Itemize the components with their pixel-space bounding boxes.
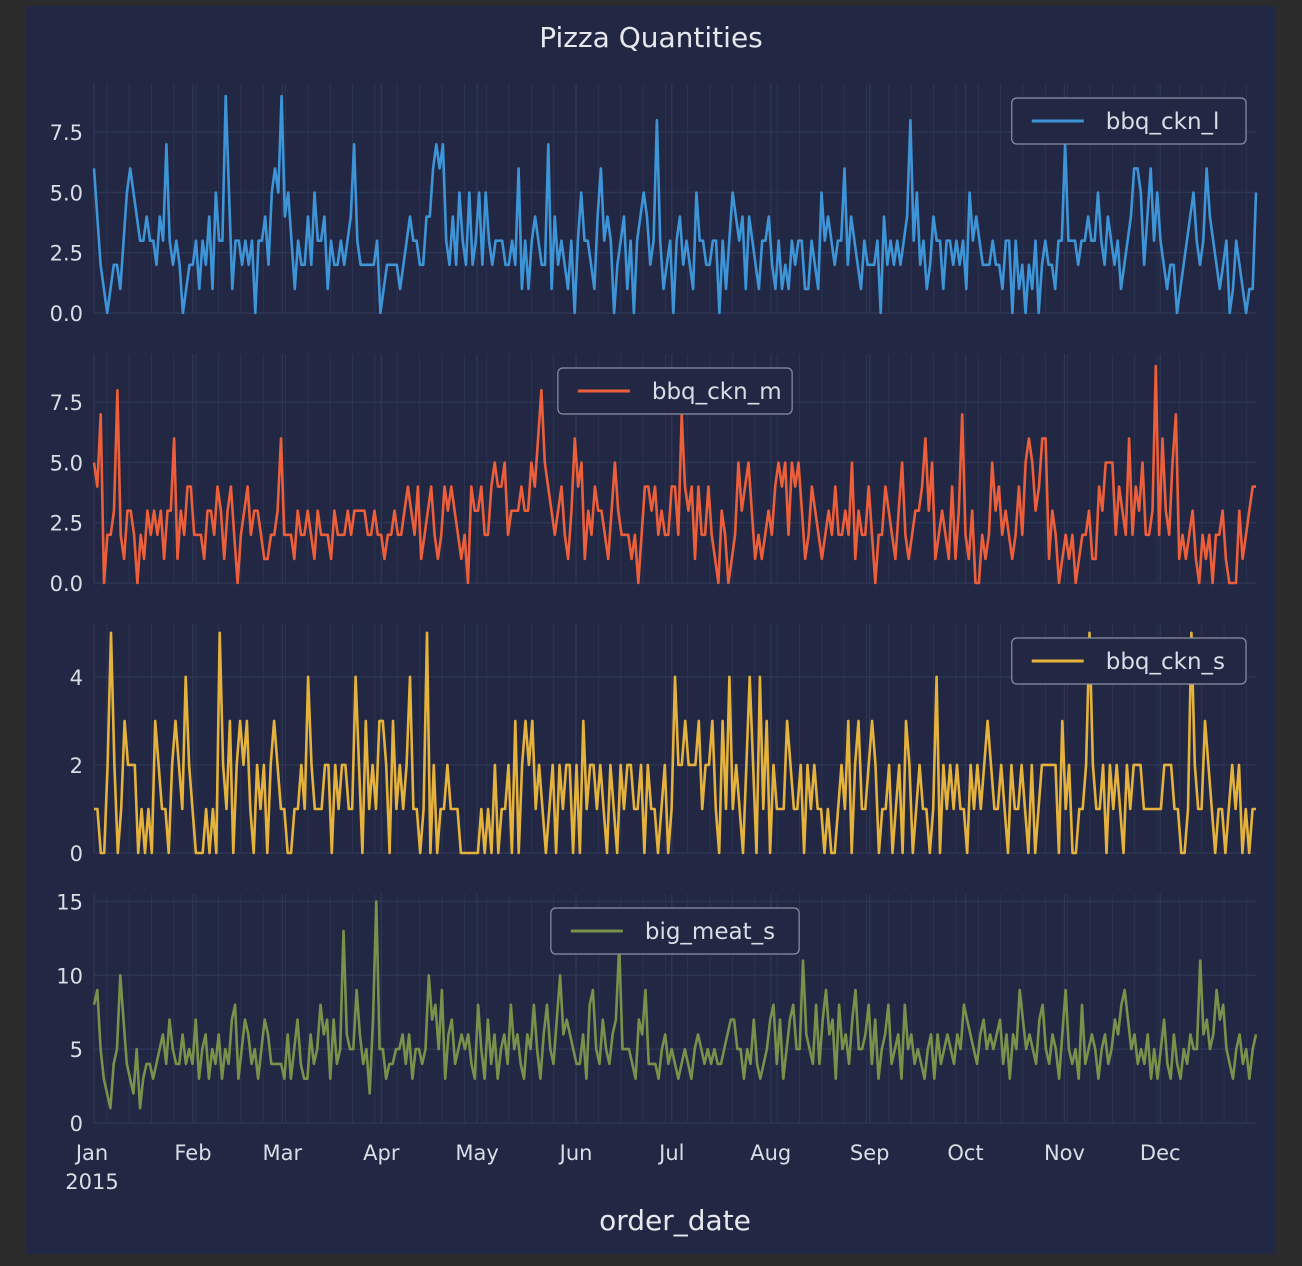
x-tick-label: Jun [558, 1141, 593, 1165]
y-tick-label: 2 [70, 754, 83, 778]
subplot-bbq_ckn_l: 0.0 2.5 5.0 7.5 bbq_ckn_l [50, 84, 1258, 326]
axes-background [26, 6, 1276, 1254]
y-tick-label: 2.5 [50, 242, 83, 266]
x-tick-label: Feb [174, 1141, 211, 1165]
y-tick-label: 5.0 [50, 451, 83, 475]
series-line-big_meat_s [92, 900, 1258, 1110]
subplots: 0.0 2.5 5.0 7.5 bbq_ckn_l 0.0 2.5 5.0 7.5 bbq_ckn… [50, 84, 1258, 1136]
y-tick-label: 2.5 [50, 512, 83, 536]
series-line-bbq_ckn_l [92, 94, 1258, 315]
x-year-label: 2015 [65, 1170, 118, 1194]
x-tick-label: Jan [74, 1141, 108, 1165]
y-tick-label: 7.5 [50, 391, 83, 415]
chart-title: Pizza Quantities [539, 21, 763, 54]
x-tick-label: May [455, 1141, 498, 1165]
y-tick-label: 0 [70, 842, 83, 866]
x-tick-label: Aug [750, 1141, 791, 1165]
legend-frame [1011, 97, 1247, 145]
x-tick-label: Jul [657, 1141, 684, 1165]
x-tick-label: Dec [1140, 1141, 1181, 1165]
subplot-big_meat_s: 0 5 10 15 big_meat_s [56, 890, 1258, 1136]
x-axis: Jan Feb Mar Apr May Jun Jul Aug Sep Oct Nov Dec 2015 [65, 1141, 1180, 1194]
legend-label: bbq_ckn_s [1106, 649, 1225, 675]
y-tick-label: 0.0 [50, 572, 83, 596]
y-tick-label: 5 [70, 1038, 83, 1062]
legend-frame [557, 367, 793, 415]
legend-bbq_ckn_l: bbq_ckn_l [1011, 97, 1247, 145]
y-tick-label: 15 [56, 890, 83, 914]
legend-big_meat_s: big_meat_s [550, 907, 800, 955]
legend-frame [550, 907, 800, 955]
x-tick-label: Oct [947, 1141, 983, 1165]
legend-bbq_ckn_m: bbq_ckn_m [557, 367, 793, 415]
y-tick-label: 10 [56, 964, 83, 988]
y-tick-label: 0 [70, 1112, 83, 1136]
legend-frame [1011, 637, 1247, 685]
x-tick-label: Sep [850, 1141, 890, 1165]
y-tick-label: 7.5 [50, 121, 83, 145]
y-tick-label: 5.0 [50, 181, 83, 205]
x-tick-label: Apr [363, 1141, 400, 1165]
legend-label: big_meat_s [645, 919, 775, 945]
legend-label: bbq_ckn_m [652, 379, 782, 405]
y-tick-label: 4 [70, 666, 83, 690]
legend-bbq_ckn_s: bbq_ckn_s [1011, 637, 1247, 685]
legend-label: bbq_ckn_l [1106, 109, 1220, 135]
subplot-bbq_ckn_s: 0 2 4 bbq_ckn_s [70, 624, 1256, 866]
x-axis-label: order_date [599, 1204, 751, 1237]
series-line-bbq_ckn_s [94, 631, 1256, 855]
x-tick-label: Nov [1044, 1141, 1085, 1165]
series-line-bbq_ckn_m [92, 364, 1256, 585]
x-tick-label: Mar [263, 1141, 303, 1165]
subplot-bbq_ckn_m: 0.0 2.5 5.0 7.5 bbq_ckn_m [50, 354, 1256, 596]
y-tick-label: 0.0 [50, 302, 83, 326]
